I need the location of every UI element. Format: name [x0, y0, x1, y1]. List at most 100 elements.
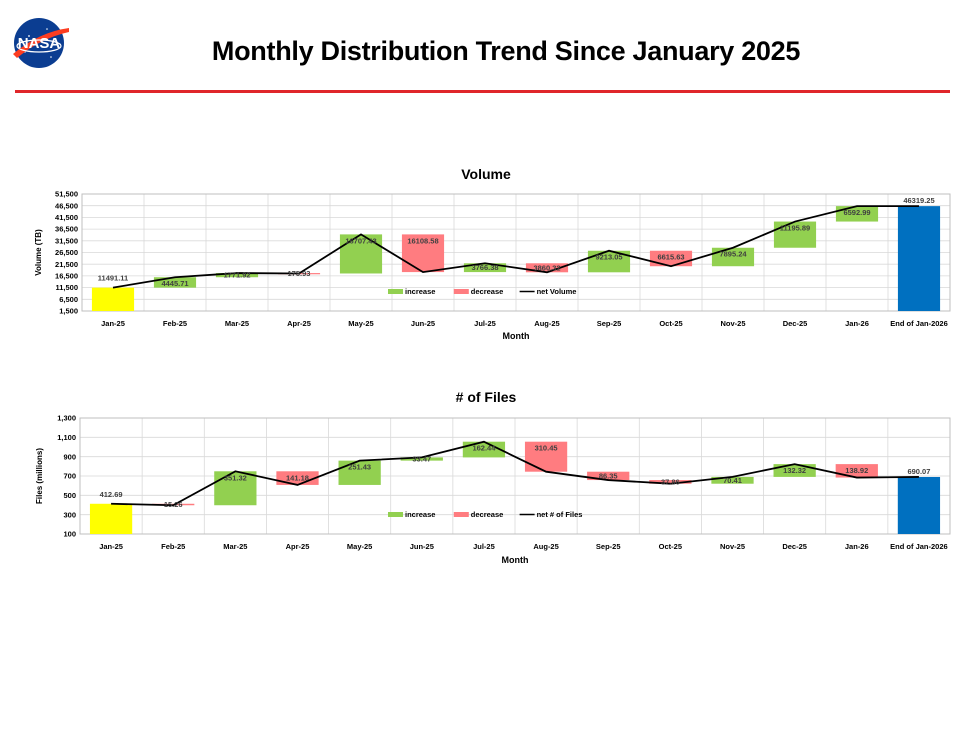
- y-tick-label: 900: [63, 452, 76, 461]
- net-line: [111, 440, 919, 507]
- bar-increase: [153, 277, 197, 288]
- y-tick-label: 500: [63, 491, 76, 500]
- legend-label: increase: [405, 510, 435, 519]
- data-label: 690.07: [907, 467, 930, 476]
- y-tick-label: 300: [63, 510, 76, 519]
- x-tick-label: Apr-25: [286, 542, 310, 551]
- data-label: 33.47: [412, 455, 431, 464]
- bar-decrease: [835, 464, 878, 478]
- data-label: 3860.32: [533, 263, 560, 272]
- nasa-logo: NASA: [13, 18, 69, 68]
- x-tick-label: Mar-25: [223, 542, 247, 551]
- data-label: 1771.92: [223, 271, 250, 280]
- bar-decrease: [401, 234, 445, 273]
- x-tick-label: Aug-25: [533, 542, 558, 551]
- bar-increase: [215, 273, 259, 278]
- bar-increase: [773, 221, 817, 248]
- data-label: 16707.43: [345, 236, 376, 245]
- x-tick-label: End of Jan-2026: [890, 542, 948, 551]
- page-title: Monthly Distribution Trend Since January…: [211, 36, 801, 66]
- data-label: 6615.63: [657, 253, 684, 262]
- data-label: 138.92: [845, 466, 868, 475]
- data-label: 11195.89: [780, 224, 810, 233]
- legend-swatch: [453, 512, 469, 517]
- data-label: 46319.25: [903, 196, 934, 205]
- legend-swatch: [388, 512, 403, 517]
- x-tick-label: Mar-25: [225, 319, 249, 328]
- x-tick-label: Jul-25: [474, 319, 496, 328]
- data-label: 4445.71: [161, 279, 188, 288]
- plot-area: [81, 193, 951, 312]
- bar-increase: [835, 206, 879, 222]
- y-tick-label: 16,500: [55, 272, 78, 281]
- bar-increase: [711, 476, 754, 484]
- x-tick-label: Feb-25: [161, 542, 185, 551]
- files-chart-title: # of Files: [455, 389, 517, 405]
- x-tick-label: Apr-25: [287, 319, 311, 328]
- y-tick-label: 26,500: [55, 248, 78, 257]
- x-tick-label: May-25: [348, 319, 373, 328]
- data-label: 141.18: [286, 473, 309, 482]
- x-axis-title: Month: [502, 555, 529, 565]
- volume-chart: 1,500 6,500 11,500 16,500 21,500 26,500 31,500…: [34, 190, 951, 341]
- y-tick-label: 6,500: [59, 295, 78, 304]
- bar-decrease: [525, 263, 569, 273]
- bar-decrease: [649, 480, 692, 484]
- bar-increase: [214, 471, 257, 506]
- y-tick-label: 36,500: [55, 225, 78, 234]
- x-tick-label: Oct-25: [659, 319, 682, 328]
- bar-decrease: [587, 471, 630, 481]
- x-tick-label: Sep-25: [596, 542, 621, 551]
- bar-decrease: [524, 441, 568, 472]
- y-tick-label: 1,100: [57, 433, 76, 442]
- y-tick-label: 46,500: [55, 201, 78, 210]
- plot-area: [79, 417, 951, 535]
- data-label: 412.69: [100, 490, 123, 499]
- x-tick-label: Jan-26: [845, 542, 869, 551]
- data-label: 251.43: [348, 463, 371, 472]
- x-axis-title: Month: [503, 331, 530, 341]
- x-tick-label: Jun-25: [411, 319, 435, 328]
- y-tick-label: 41,500: [55, 213, 78, 222]
- x-tick-label: Nov-25: [720, 542, 745, 551]
- bar-increase: [400, 457, 443, 461]
- legend-label: increase: [405, 287, 435, 296]
- x-tick-label: Jan-25: [99, 542, 123, 551]
- data-label: 132.32: [783, 466, 806, 475]
- y-tick-label: 11,500: [55, 283, 78, 292]
- logo-text: NASA: [18, 35, 61, 52]
- bar-start: [89, 503, 133, 534]
- bar-end: [897, 206, 941, 311]
- x-tick-label: Oct-25: [659, 542, 682, 551]
- data-label: 351.32: [224, 473, 247, 482]
- data-label: 3766.38: [471, 263, 498, 272]
- x-tick-label: May-25: [347, 542, 372, 551]
- legend-label: net # of Files: [537, 510, 583, 519]
- bar-increase: [711, 247, 755, 267]
- data-label: 70.41: [723, 476, 742, 485]
- net-line: [112, 205, 920, 289]
- y-tick-label: 100: [63, 530, 76, 539]
- x-tick-label: Jun-25: [410, 542, 434, 551]
- data-label: 7895.24: [719, 250, 747, 259]
- legend-label: decrease: [471, 287, 504, 296]
- legend-swatch: [453, 289, 469, 294]
- bar-increase: [339, 234, 383, 274]
- data-label: 37.86: [661, 477, 680, 486]
- title-rule: [15, 90, 950, 93]
- x-tick-label: Sep-25: [597, 319, 622, 328]
- legend-label: decrease: [471, 510, 504, 519]
- files-chart: 100 300 500 700 900 1,100 1,300 412.69 15.26 351.…: [35, 414, 951, 565]
- x-tick-label: Dec-25: [782, 542, 807, 551]
- y-axis-title: Volume (TB): [34, 229, 43, 276]
- x-tick-label: Dec-25: [783, 319, 808, 328]
- y-tick-label: 1,500: [59, 307, 78, 316]
- x-tick-label: Jan-26: [845, 319, 869, 328]
- data-label: 16108.58: [407, 236, 438, 245]
- y-tick-label: 21,500: [55, 260, 78, 269]
- x-tick-label: Nov-25: [720, 319, 745, 328]
- y-tick-label: 1,300: [57, 414, 76, 423]
- bar-increase: [463, 263, 507, 273]
- x-tick-label: Aug-25: [534, 319, 559, 328]
- data-label: 6592.99: [843, 208, 870, 217]
